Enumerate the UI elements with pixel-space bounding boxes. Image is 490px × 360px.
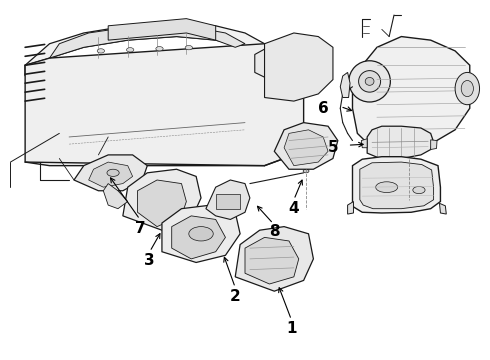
Ellipse shape: [413, 186, 425, 194]
Text: 5: 5: [328, 140, 338, 155]
Polygon shape: [235, 226, 314, 291]
Ellipse shape: [285, 53, 302, 63]
Polygon shape: [74, 155, 147, 191]
Polygon shape: [162, 205, 240, 262]
Ellipse shape: [359, 71, 381, 92]
Text: 2: 2: [230, 289, 241, 304]
Ellipse shape: [185, 45, 193, 50]
Ellipse shape: [107, 169, 119, 176]
Text: 1: 1: [286, 321, 296, 336]
Text: 8: 8: [269, 225, 280, 239]
Ellipse shape: [156, 46, 163, 51]
Polygon shape: [284, 130, 328, 166]
Polygon shape: [89, 162, 133, 187]
Polygon shape: [440, 203, 446, 214]
Polygon shape: [25, 58, 49, 76]
Ellipse shape: [349, 61, 391, 102]
Bar: [216, 194, 240, 209]
Polygon shape: [367, 126, 433, 159]
Ellipse shape: [126, 48, 134, 52]
Text: 3: 3: [145, 253, 155, 268]
Polygon shape: [352, 157, 441, 213]
Polygon shape: [108, 19, 216, 40]
Polygon shape: [138, 180, 186, 226]
Ellipse shape: [461, 81, 473, 96]
Ellipse shape: [365, 77, 374, 85]
Ellipse shape: [277, 47, 311, 69]
Ellipse shape: [189, 226, 213, 241]
Text: 7: 7: [135, 221, 145, 236]
Polygon shape: [274, 123, 338, 169]
Polygon shape: [431, 140, 437, 149]
Text: 6: 6: [318, 101, 329, 116]
Polygon shape: [206, 180, 250, 220]
Polygon shape: [123, 169, 201, 230]
Polygon shape: [340, 72, 350, 98]
Polygon shape: [360, 162, 434, 209]
Polygon shape: [172, 216, 225, 259]
Polygon shape: [352, 37, 470, 151]
Polygon shape: [347, 202, 353, 214]
Ellipse shape: [455, 72, 480, 105]
Text: 4: 4: [289, 201, 299, 216]
Polygon shape: [255, 40, 328, 83]
Polygon shape: [25, 22, 265, 76]
Ellipse shape: [97, 49, 104, 53]
Ellipse shape: [303, 169, 309, 173]
Polygon shape: [265, 33, 333, 101]
Polygon shape: [103, 184, 128, 209]
Polygon shape: [361, 139, 367, 148]
Polygon shape: [49, 26, 245, 58]
Polygon shape: [25, 44, 304, 166]
Polygon shape: [245, 237, 299, 284]
Ellipse shape: [376, 182, 398, 193]
